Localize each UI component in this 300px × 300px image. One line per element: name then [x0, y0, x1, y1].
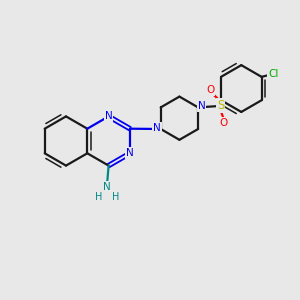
Text: N: N — [126, 148, 134, 158]
Text: N: N — [105, 111, 112, 122]
Text: O: O — [206, 85, 214, 95]
Text: N: N — [198, 101, 206, 111]
Text: Cl: Cl — [268, 69, 278, 79]
Text: S: S — [217, 99, 224, 112]
Text: N: N — [153, 122, 161, 133]
Text: H: H — [112, 191, 119, 202]
Text: H: H — [95, 191, 102, 202]
Text: O: O — [220, 118, 228, 128]
Text: N: N — [103, 182, 111, 192]
